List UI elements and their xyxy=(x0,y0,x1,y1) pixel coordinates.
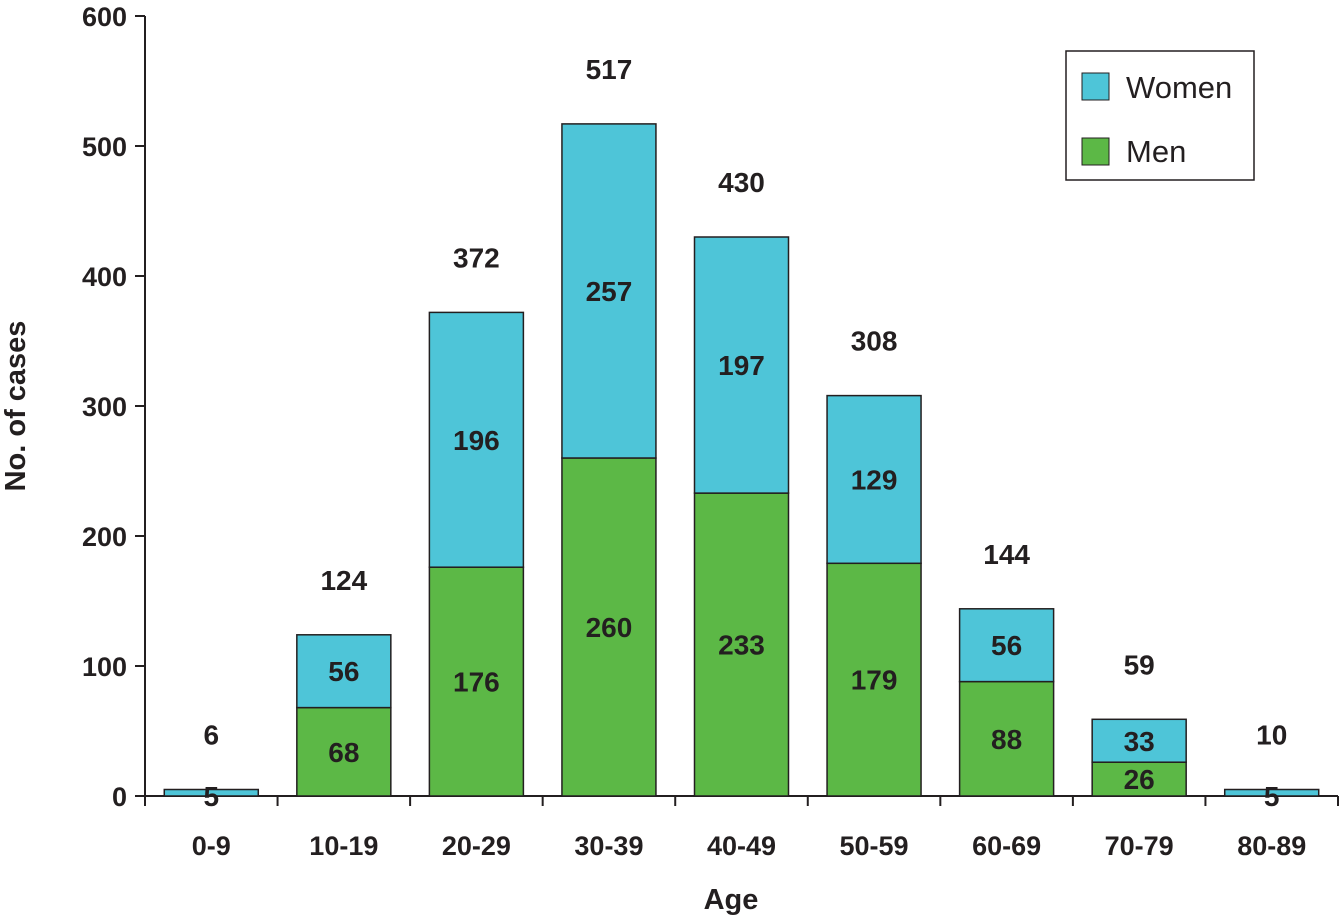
segment-label-men: 88 xyxy=(991,724,1022,755)
bar-women-70-79 xyxy=(1091,718,1187,763)
bar-men-70-79 xyxy=(1091,761,1187,797)
x-tick-label: 20-29 xyxy=(442,831,511,861)
x-ticks: 0-9 10-19 20-29 30-39 40-49 50-59 60-69 70-79 80… xyxy=(144,796,1339,861)
total-label: 144 xyxy=(983,539,1030,570)
segment-label-men: 260 xyxy=(586,612,633,643)
legend: Women Men xyxy=(1065,50,1255,181)
legend-label-women: Women xyxy=(1126,70,1232,105)
legend-swatch-men xyxy=(1081,137,1110,166)
y-tick-label: 100 xyxy=(82,652,127,682)
bars xyxy=(163,123,1320,797)
bar-men-20-29 xyxy=(428,566,525,797)
y-tick-label: 0 xyxy=(112,782,127,812)
bar-men-50-59 xyxy=(826,562,922,797)
total-label: 517 xyxy=(586,54,633,85)
total-label: 59 xyxy=(1124,649,1155,680)
total-label: 10 xyxy=(1256,720,1287,751)
segment-label-women: 5 xyxy=(203,781,219,812)
bar-women-20-29 xyxy=(428,311,525,568)
segment-label-men: 68 xyxy=(328,737,359,768)
bar-women-30-39 xyxy=(561,123,657,459)
segment-label-men: 26 xyxy=(1124,764,1155,795)
segment-label-men: 176 xyxy=(453,667,500,698)
y-tick-label: 200 xyxy=(82,522,127,552)
bar-men-30-39 xyxy=(561,457,657,797)
total-label: 6 xyxy=(203,720,219,751)
total-label: 308 xyxy=(851,326,898,357)
x-tick-label: 60-69 xyxy=(972,831,1041,861)
bar-men-60-69 xyxy=(958,680,1055,797)
x-tick-label: 30-39 xyxy=(574,831,643,861)
total-label: 124 xyxy=(320,565,367,596)
total-label: 372 xyxy=(453,242,500,273)
y-tick-label: 400 xyxy=(82,262,127,292)
x-tick-label: 70-79 xyxy=(1105,831,1174,861)
y-axis-title: No. of cases xyxy=(0,321,32,492)
y-tick-label: 600 xyxy=(82,2,127,32)
segment-label-women: 56 xyxy=(991,630,1022,661)
segment-label-women: 5 xyxy=(1264,781,1280,812)
x-tick-label: 50-59 xyxy=(840,831,909,861)
segment-label-women: 257 xyxy=(586,276,633,307)
segment-label-men: 233 xyxy=(718,630,765,661)
x-tick-label: 80-89 xyxy=(1237,831,1306,861)
y-tick-label: 300 xyxy=(82,392,127,422)
total-label: 430 xyxy=(718,167,765,198)
x-tick-label: 40-49 xyxy=(707,831,776,861)
legend-label-men: Men xyxy=(1126,134,1186,169)
x-tick-label: 10-19 xyxy=(309,831,378,861)
bar-women-10-19 xyxy=(296,634,392,709)
bar-women-50-59 xyxy=(826,394,922,565)
segment-label-women: 56 xyxy=(328,656,359,687)
bar-women-40-49 xyxy=(693,236,790,494)
bar-women-80-89 xyxy=(1223,788,1320,797)
segment-label-women: 129 xyxy=(851,464,898,495)
y-tick-label: 500 xyxy=(82,132,127,162)
segment-label-women: 197 xyxy=(718,350,765,381)
bar-women-0-9 xyxy=(163,788,260,797)
y-ticks: 0 100 200 300 400 500 600 xyxy=(82,2,145,812)
bar-women-60-69 xyxy=(958,608,1055,683)
data-labels: 5668561241761963722602575172331974301791… xyxy=(203,54,1287,812)
x-tick-label: 0-9 xyxy=(192,831,231,861)
segment-label-women: 196 xyxy=(453,425,500,456)
x-axis-title: Age xyxy=(704,884,759,916)
legend-swatch-women xyxy=(1081,72,1110,101)
segment-label-men: 179 xyxy=(851,665,898,696)
segment-label-women: 33 xyxy=(1124,726,1155,757)
